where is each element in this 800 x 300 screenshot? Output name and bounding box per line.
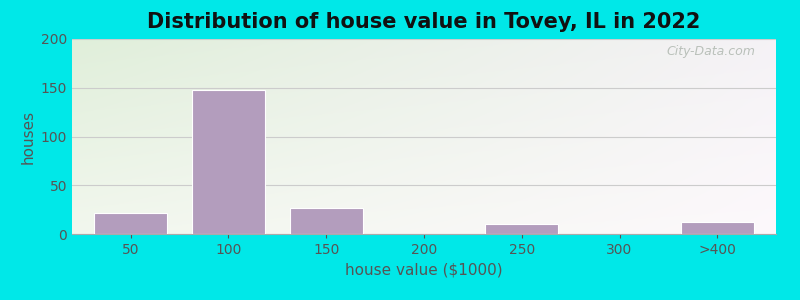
Title: Distribution of house value in Tovey, IL in 2022: Distribution of house value in Tovey, IL…: [147, 12, 701, 32]
Bar: [290, 208, 363, 234]
Text: City-Data.com: City-Data.com: [666, 45, 755, 58]
X-axis label: house value ($1000): house value ($1000): [345, 262, 503, 278]
Bar: [485, 224, 558, 234]
Bar: [192, 90, 265, 234]
Y-axis label: houses: houses: [20, 110, 35, 164]
Bar: [681, 222, 754, 234]
Bar: [94, 212, 167, 234]
